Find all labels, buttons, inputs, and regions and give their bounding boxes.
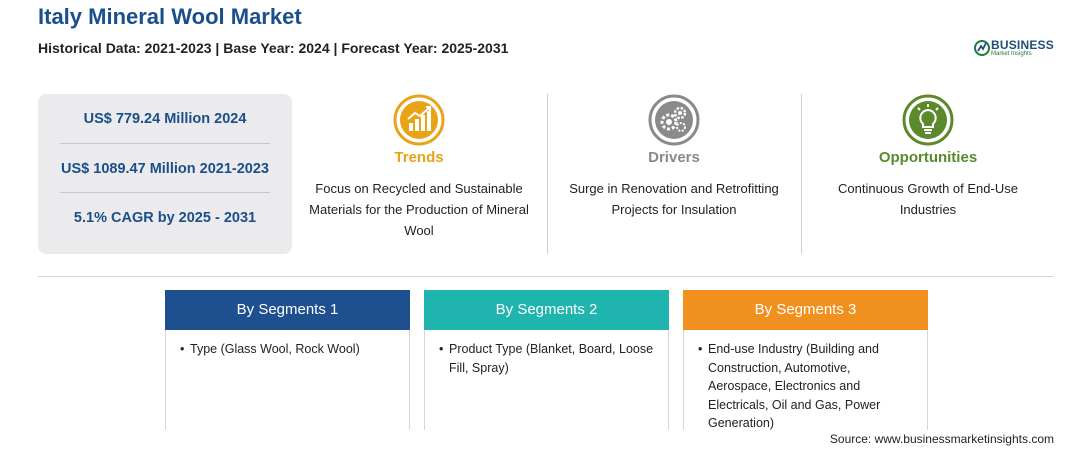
- trends-column: Trends Focus on Recycled and Sustainable…: [292, 94, 546, 254]
- column-divider: [801, 94, 802, 254]
- drivers-gears-icon: [648, 94, 700, 146]
- page-subtitle: Historical Data: 2021-2023 | Base Year: …: [38, 40, 509, 56]
- company-logo: BUSINESS Market Insights: [974, 36, 1064, 62]
- stat-market-size-2024: US$ 779.24 Million 2024: [83, 111, 247, 127]
- market-stats-panel: US$ 779.24 Million 2024 US$ 1089.47 Mill…: [38, 94, 292, 254]
- opportunities-lightbulb-icon: [902, 94, 954, 146]
- opportunities-column: Opportunities Continuous Growth of End-U…: [801, 94, 1055, 254]
- segment-1-item: Type (Glass Wool, Rock Wool): [180, 340, 397, 359]
- segment-card-2: By Segments 2 Product Type (Blanket, Boa…: [424, 290, 669, 430]
- drivers-heading: Drivers: [648, 149, 700, 166]
- segment-2-list: Product Type (Blanket, Board, Loose Fill…: [425, 330, 668, 377]
- segment-card-1: By Segments 1 Type (Glass Wool, Rock Woo…: [165, 290, 410, 430]
- page-title: Italy Mineral Wool Market: [38, 4, 302, 29]
- segment-3-list: End-use Industry (Building and Construct…: [684, 330, 927, 433]
- stat-divider: [60, 143, 270, 144]
- segment-3-title: By Segments 3: [683, 290, 928, 330]
- logo-main-text: BUSINESS: [991, 38, 1054, 52]
- drivers-column: Drivers Surge in Renovation and Retrofit…: [547, 94, 801, 254]
- logo-sub-text: Market Insights: [991, 51, 1032, 57]
- stat-divider: [60, 192, 270, 193]
- stat-cagr: 5.1% CAGR by 2025 - 2031: [73, 210, 257, 226]
- opportunities-heading: Opportunities: [878, 149, 978, 166]
- trends-description: Focus on Recycled and Sustainable Materi…: [309, 181, 529, 238]
- segment-card-3: By Segments 3 End-use Industry (Building…: [683, 290, 928, 430]
- drivers-description: Surge in Renovation and Retrofitting Pro…: [569, 181, 779, 217]
- segment-1-list: Type (Glass Wool, Rock Wool): [166, 330, 409, 359]
- logo-globe-icon: [974, 40, 990, 56]
- column-divider: [547, 94, 548, 254]
- source-note: Source: www.businessmarketinsights.com: [829, 432, 1054, 446]
- segment-1-title: By Segments 1: [165, 290, 410, 330]
- trends-chart-icon: [393, 94, 445, 146]
- stat-historical-value: US$ 1089.47 Million 2021-2023: [61, 161, 269, 177]
- section-divider: [38, 276, 1054, 277]
- opportunities-description: Continuous Growth of End-Use Industries: [838, 181, 1018, 217]
- segment-2-title: By Segments 2: [424, 290, 669, 330]
- trends-heading: Trends: [394, 149, 444, 166]
- segment-2-item: Product Type (Blanket, Board, Loose Fill…: [439, 340, 656, 377]
- segment-3-item: End-use Industry (Building and Construct…: [698, 340, 915, 433]
